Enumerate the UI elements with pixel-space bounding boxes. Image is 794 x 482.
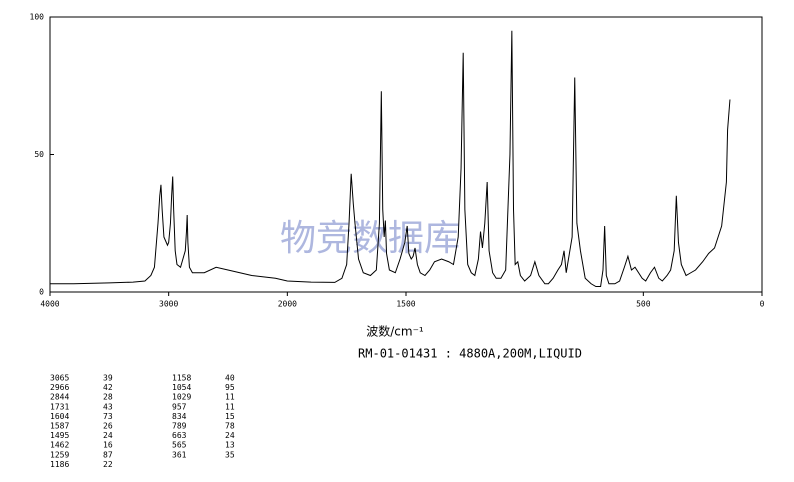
x-tick-label: 3000 [159,300,178,309]
peak-intensity: 15 [225,412,235,421]
peak-wavenumber: 3065 [50,374,69,383]
peak-intensity: 73 [103,412,113,421]
peak-intensity: 24 [103,431,113,440]
peak-wavenumber: 1587 [50,422,69,431]
peak-intensity: 11 [225,393,235,402]
peak-wavenumber: 1604 [50,412,69,421]
peak-intensity: 22 [103,460,113,469]
peak-intensity: 35 [225,450,235,459]
peak-wavenumber: 2844 [50,393,69,402]
peak-intensity: 39 [103,374,113,383]
peak-intensity: 78 [225,422,235,431]
peak-wavenumber: 1495 [50,431,69,440]
peak-wavenumber: 361 [172,450,187,459]
peak-intensity: 13 [225,441,235,450]
peak-wavenumber: 957 [172,402,187,411]
x-tick-label: 1500 [396,300,415,309]
y-tick-label: 100 [30,13,45,22]
spectrum-line [50,30,731,287]
peak-intensity: 43 [103,402,113,411]
watermark: 物竞数据库 [280,218,460,259]
x-tick-label: 0 [760,300,765,309]
peak-intensity: 40 [225,374,235,383]
x-tick-label: 500 [636,300,651,309]
x-tick-label: 4000 [40,300,59,309]
x-tick-label: 2000 [278,300,297,309]
peak-intensity: 26 [103,422,113,431]
peak-wavenumber: 789 [172,422,187,431]
caption: RM-01-01431 : 4880A,200M,LIQUID [358,347,582,361]
peak-wavenumber: 1186 [50,460,69,469]
y-tick-label: 50 [34,150,44,159]
peak-intensity: 16 [103,441,113,450]
peak-intensity: 42 [103,383,113,392]
peak-intensity: 24 [225,431,235,440]
y-tick-label: 0 [39,288,44,297]
peak-wavenumber: 1259 [50,450,69,459]
peak-wavenumber: 1462 [50,441,69,450]
peak-wavenumber: 834 [172,412,187,421]
peak-wavenumber: 565 [172,441,187,450]
peak-intensity: 28 [103,393,113,402]
peak-wavenumber: 663 [172,431,187,440]
x-axis-label: 波数/cm⁻¹ [366,324,424,339]
peak-intensity: 95 [225,383,235,392]
peak-wavenumber: 1054 [172,383,191,392]
peak-wavenumber: 1731 [50,402,69,411]
peak-wavenumber: 2966 [50,383,69,392]
peak-wavenumber: 1158 [172,374,191,383]
peak-intensity: 87 [103,450,113,459]
peak-wavenumber: 1029 [172,393,191,402]
peak-intensity: 11 [225,402,235,411]
